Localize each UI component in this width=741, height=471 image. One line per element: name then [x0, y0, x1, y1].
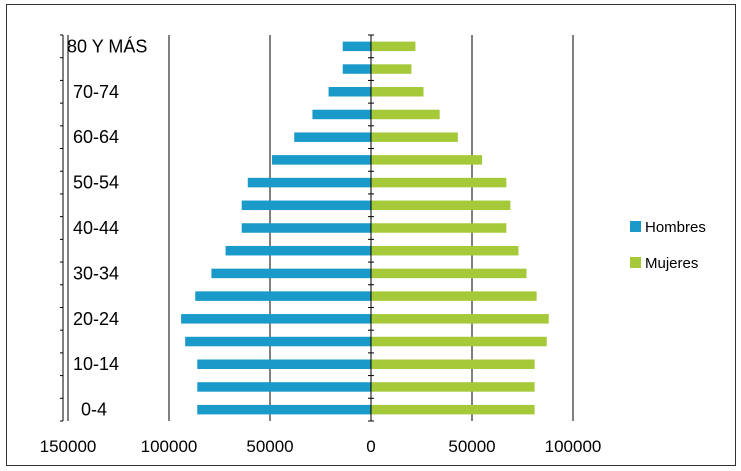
x-tick-label: 150000: [40, 437, 97, 456]
bar-mujeres-75-79: [371, 64, 412, 74]
bar-hombres-40-44: [241, 223, 371, 233]
category-label: 50-54: [73, 173, 119, 193]
bar-mujeres-35-39: [371, 245, 519, 256]
category-label: 70-74: [73, 82, 119, 102]
bar-mujeres-5-9: [371, 382, 535, 392]
x-tick-label: 50000: [246, 437, 293, 456]
bar-hombres-75-79: [342, 64, 371, 74]
bar-hombres-80-y-m-s: [342, 41, 371, 52]
bar-hombres-25-29: [195, 291, 371, 301]
category-label: 60-64: [73, 127, 119, 147]
bar-mujeres-50-54: [371, 177, 507, 188]
bars: [181, 41, 549, 415]
bar-hombres-30-34: [211, 268, 371, 279]
bar-mujeres-10-14: [371, 359, 535, 369]
bar-mujeres-65-69: [371, 109, 440, 120]
bar-hombres-45-49: [241, 200, 371, 211]
x-tick-label: 100000: [141, 437, 198, 456]
bar-mujeres-55-59: [371, 155, 483, 165]
category-label: 0-4: [81, 400, 107, 420]
population-pyramid-chart: 0-4 10-14 20-24 30-34 40-44 50-54 60-64 70-74 80…: [40, 34, 706, 456]
legend-label-mujeres: Mujeres: [645, 255, 698, 272]
bar-mujeres-70-74: [371, 87, 424, 97]
x-tick-label: 50000: [448, 437, 495, 456]
bar-hombres-70-74: [328, 87, 371, 97]
category-label: 30-34: [73, 263, 119, 283]
bar-mujeres-80-y-m-s: [371, 41, 416, 52]
bar-mujeres-0-4: [371, 404, 535, 415]
bar-hombres-50-54: [247, 177, 371, 188]
bar-hombres-15-19: [185, 336, 371, 347]
axes: [60, 34, 374, 422]
legend: Hombres Mujeres: [630, 219, 706, 272]
bar-hombres-10-14: [197, 359, 371, 369]
x-tick-label: 100000: [545, 437, 602, 456]
bar-mujeres-45-49: [371, 200, 511, 211]
legend-swatch-hombres: [630, 221, 641, 232]
bar-hombres-35-39: [225, 245, 371, 256]
bar-mujeres-25-29: [371, 291, 537, 301]
chart-frame: 0-4 10-14 20-24 30-34 40-44 50-54 60-64 70-74 80…: [6, 4, 736, 466]
bar-mujeres-30-34: [371, 268, 527, 279]
bar-hombres-55-59: [272, 155, 371, 165]
bar-mujeres-15-19: [371, 336, 547, 347]
bar-hombres-5-9: [197, 382, 371, 392]
category-label: 80 Y MÁS: [67, 36, 147, 56]
legend-label-hombres: Hombres: [645, 219, 706, 236]
legend-swatch-mujeres: [630, 257, 641, 268]
category-label: 40-44: [73, 218, 119, 238]
category-label: 20-24: [73, 309, 119, 329]
bar-hombres-65-69: [312, 109, 371, 120]
x-tick-labels: 150000 100000 50000 0 50000 100000: [40, 437, 602, 456]
category-labels: 0-4 10-14 20-24 30-34 40-44 50-54 60-64 70-74 80…: [67, 36, 147, 419]
category-label: 10-14: [73, 354, 119, 374]
bar-mujeres-60-64: [371, 132, 458, 142]
bar-hombres-60-64: [294, 132, 371, 142]
bar-hombres-0-4: [197, 404, 371, 415]
bar-hombres-20-24: [181, 314, 371, 324]
bar-mujeres-40-44: [371, 223, 507, 233]
bar-mujeres-20-24: [371, 314, 549, 324]
x-tick-label: 0: [366, 437, 375, 456]
